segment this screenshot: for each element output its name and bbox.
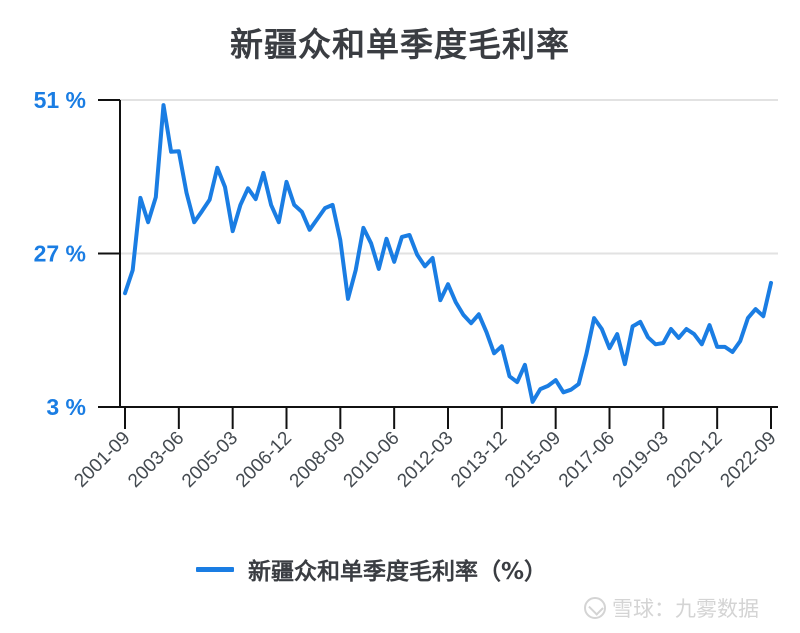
y-tick-label: 51 % (34, 87, 86, 113)
x-tick-label: 2019-03 (609, 428, 673, 492)
legend: 新疆众和单季度毛利率（%） (196, 552, 547, 586)
legend-line-swatch (196, 566, 234, 572)
x-tick-label: 2010-06 (340, 428, 404, 492)
gridlines (120, 99, 778, 255)
watermark-text: 雪球：九雾数据 (612, 597, 759, 621)
snowball-logo-icon (584, 597, 606, 619)
watermark: 雪球：九雾数据 (584, 593, 759, 623)
x-tick-label: 2003-06 (124, 428, 188, 492)
legend-label: 新疆众和单季度毛利率（%） (248, 559, 548, 585)
y-axis-ticks: 3 % 27 % 51 % (34, 87, 120, 420)
x-tick-label: 2012-03 (393, 428, 457, 492)
x-tick-label: 2020-12 (663, 428, 727, 492)
x-tick-label: 2008-09 (286, 428, 350, 492)
x-tick-label: 2017-06 (555, 428, 619, 492)
x-tick-label: 2013-12 (447, 428, 511, 492)
y-tick-label: 27 % (34, 241, 86, 267)
x-axis-ticks: 2001-092003-062005-032006-122008-092010-… (70, 407, 781, 492)
x-tick-label: 2015-09 (501, 428, 565, 492)
chart-title: 新疆众和单季度毛利率 (230, 25, 570, 64)
x-tick-label: 2006-12 (232, 428, 296, 492)
x-tick-label: 2001-09 (70, 428, 134, 492)
series-line (123, 103, 773, 404)
y-tick-label: 3 % (46, 394, 86, 420)
x-tick-label: 2005-03 (178, 428, 242, 492)
x-tick-label: 2022-09 (716, 428, 780, 492)
